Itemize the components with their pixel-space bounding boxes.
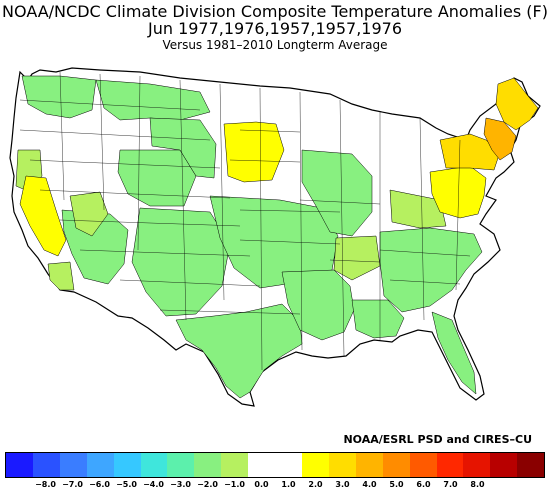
credit-label: NOAA/ESRL PSD and CIRES–CU xyxy=(343,433,532,446)
colorbar-tick-label: 8.0 xyxy=(470,480,485,489)
colorbar-tick-label: 7.0 xyxy=(443,480,458,489)
colorbar-ticks: −8.0 −7.0 −6.0 −5.0 −4.0 −3.0 −2.0 −1.0 0.0 1.0 2.… xyxy=(0,480,550,492)
colorbar-tick-label: 6.0 xyxy=(416,480,431,489)
division-gulf-coast xyxy=(351,299,405,339)
division-nevada xyxy=(69,191,109,237)
colorbar-tick-label: −3.0 xyxy=(170,480,191,489)
colorbar-segment xyxy=(355,453,383,477)
colorbar-tick-label: −2.0 xyxy=(197,480,218,489)
division-dakotas xyxy=(223,121,285,183)
colorbar-segment xyxy=(382,453,410,477)
colorbar-segment xyxy=(517,453,545,477)
division-new-england xyxy=(483,117,517,161)
division-central-plains xyxy=(149,117,217,179)
anomaly-yellow-orange-divisions xyxy=(439,77,539,171)
colorbar-segment xyxy=(328,453,356,477)
colorbar-segment xyxy=(463,453,491,477)
colorbar-tick-label: 2.0 xyxy=(308,480,323,489)
anomaly-orange-divisions xyxy=(483,117,517,161)
division-mid-atlantic xyxy=(429,165,487,219)
division-texas xyxy=(175,303,303,399)
colorbar-segment xyxy=(194,453,222,477)
colorbar xyxy=(5,452,545,478)
division-southern-ca xyxy=(47,261,75,291)
colorbar-tick-label: 0.0 xyxy=(254,480,269,489)
colorbar-tick-label: 1.0 xyxy=(281,480,296,489)
colorbar-tick-label: −4.0 xyxy=(143,480,164,489)
colorbar-segment xyxy=(113,453,141,477)
colorbar-tick-label: 5.0 xyxy=(389,480,404,489)
division-northwest xyxy=(21,75,97,119)
colorbar-tick-label: 4.0 xyxy=(362,480,377,489)
division-california-central xyxy=(19,175,67,257)
division-grid xyxy=(19,71,471,371)
map-subtitle-years: Jun 1977,1976,1957,1957,1976 xyxy=(147,19,403,38)
colorbar-segment xyxy=(6,453,33,477)
division-arkansas xyxy=(333,235,381,281)
colorbar-segment xyxy=(490,453,518,477)
colorbar-segment xyxy=(301,453,329,477)
colorbar-segment xyxy=(86,453,114,477)
division-new-england-north xyxy=(495,77,539,131)
colorbar-segment xyxy=(409,453,437,477)
colorbar-segment xyxy=(140,453,168,477)
colorbar-segment xyxy=(436,453,464,477)
colorbar-segment xyxy=(248,453,276,477)
division-midwest xyxy=(301,149,373,237)
colorbar-segment xyxy=(59,453,87,477)
colorbar-tick-label: 3.0 xyxy=(335,480,350,489)
division-florida xyxy=(431,311,477,395)
anomaly-yellow-divisions xyxy=(19,121,487,257)
colorbar-segment xyxy=(167,453,195,477)
division-lower-mississippi xyxy=(281,269,355,341)
colorbar-tick-label: −6.0 xyxy=(89,480,110,489)
division-appalachia xyxy=(389,189,447,229)
division-new-york xyxy=(439,133,501,171)
map-title: NOAA/NCDC Climate Division Composite Tem… xyxy=(2,2,548,21)
colorbar-tick-label: −1.0 xyxy=(224,480,245,489)
colorbar-segment xyxy=(275,453,302,477)
colorbar-tick-label: −7.0 xyxy=(62,480,83,489)
colorbar-segment xyxy=(32,453,60,477)
colorbar-tick-label: −5.0 xyxy=(116,480,137,489)
colorbar-tick-label: −8.0 xyxy=(35,480,56,489)
division-southeast xyxy=(379,227,483,313)
colorbar-segment xyxy=(221,453,249,477)
map-subtitle-baseline: Versus 1981–2010 Longterm Average xyxy=(162,38,388,52)
